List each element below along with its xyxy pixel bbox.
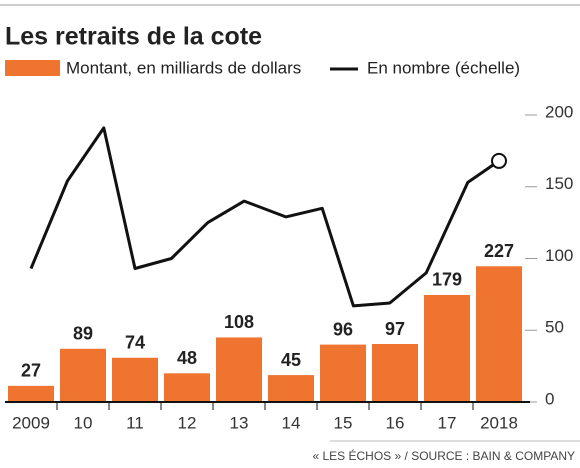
bar [164,373,210,402]
legend-swatch-bar [5,60,60,76]
x-tick-label: 15 [334,413,353,432]
bar-value-label: 48 [177,348,197,368]
y2-tick-label: 100 [545,246,573,265]
x-tick-label: 2018 [480,413,518,432]
last-point [491,152,507,169]
x-tick-label: 16 [386,413,405,432]
bar-value-label: 179 [432,270,462,290]
bar [476,266,522,402]
y2-tick-label: 150 [545,174,573,193]
count-line [29,126,500,308]
y2-tick-label: 0 [545,389,554,408]
x-tick-label: 13 [230,413,249,432]
x-tick-label: 10 [74,413,93,432]
bar-value-label: 97 [385,319,405,339]
bar [320,344,366,402]
x-tick-label: 12 [178,413,197,432]
bar-value-label: 227 [484,241,514,261]
bar [8,385,54,402]
bar [216,337,262,402]
bar-value-label: 96 [333,319,353,339]
legend-label: En nombre (échelle) [367,58,520,77]
x-tick-label: 11 [126,413,144,432]
bar-value-label: 89 [73,324,93,344]
source: « LES ÉCHOS » / SOURCE : BAIN & COMPANY [312,448,575,463]
x-tick-label: 17 [438,413,457,432]
chart-title: Les retraits de la cote [5,23,262,51]
y2-tick-label: 200 [545,102,573,121]
x-tick-label: 2009 [12,413,50,432]
x-tick-label: 14 [282,413,301,432]
bar [372,344,418,402]
bar [112,357,158,402]
legend-label: Montant, en milliards de dollars [66,58,301,77]
bar [60,348,106,402]
bar-value-label: 27 [21,361,41,381]
bar [424,294,470,402]
y2-tick-label: 50 [545,318,564,337]
bar-value-label: 74 [125,333,145,353]
bar-value-label: 45 [281,350,301,370]
bar [268,375,314,402]
bar-value-label: 108 [224,312,254,332]
